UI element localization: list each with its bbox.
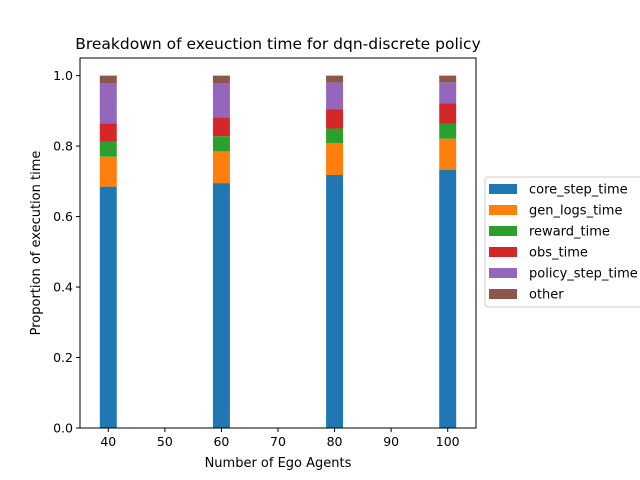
legend-swatch-gen_logs_time	[489, 205, 517, 215]
bar-policy_step_time-80	[326, 82, 344, 110]
y-tick-label: 0.0	[53, 421, 73, 436]
bar-reward_time-60	[212, 136, 230, 152]
bars-group	[99, 75, 457, 428]
bar-obs_time-100	[439, 103, 457, 124]
x-ticks: 40 50 60 70 80 90 100	[100, 428, 460, 449]
plot-frame	[79, 57, 477, 429]
legend-label-core_step_time: core_step_time	[529, 183, 628, 198]
bar-core_step_time-40	[99, 186, 117, 428]
y-tick-label: 0.6	[53, 209, 73, 224]
x-tick-label: 70	[270, 434, 286, 449]
y-tick-label: 0.2	[53, 350, 73, 365]
bar-core_step_time-60	[212, 183, 230, 428]
y-tick-label: 0.4	[53, 280, 73, 295]
bar-obs_time-80	[326, 109, 344, 129]
bar-policy_step_time-40	[99, 83, 117, 124]
bar-core_step_time-100	[439, 169, 457, 428]
bar-gen_logs_time-40	[99, 156, 117, 187]
x-axis-label: Number of Ego Agents	[205, 456, 352, 471]
y-tick-label: 0.8	[53, 139, 73, 154]
legend-label-reward_time: reward_time	[529, 225, 610, 240]
x-tick-label: 60	[213, 434, 229, 449]
y-axis-label: Proportion of execution time	[29, 151, 44, 336]
bar-other-60	[212, 75, 230, 84]
bar-other-40	[99, 75, 117, 84]
y-ticks: 0.0 0.2 0.4 0.6 0.8 1.0	[53, 68, 80, 436]
y-tick-label: 1.0	[53, 68, 73, 83]
bar-other-100	[439, 75, 457, 83]
bar-core_step_time-80	[326, 174, 344, 428]
bar-gen_logs_time-80	[326, 143, 344, 175]
bar-reward_time-80	[326, 128, 344, 144]
bar-gen_logs_time-100	[439, 138, 457, 170]
bar-policy_step_time-100	[439, 82, 457, 104]
legend-swatch-policy_step_time	[489, 268, 517, 278]
legend-swatch-other	[489, 289, 517, 299]
bar-gen_logs_time-60	[212, 151, 230, 184]
legend-label-other: other	[529, 288, 564, 303]
chart-title: Breakdown of exeuction time for dqn-disc…	[75, 35, 481, 53]
legend-swatch-reward_time	[489, 226, 517, 236]
legend-swatch-core_step_time	[489, 184, 517, 194]
bar-reward_time-100	[439, 123, 457, 139]
legend-swatch-obs_time	[489, 247, 517, 257]
legend-label-policy_step_time: policy_step_time	[529, 267, 638, 282]
bar-obs_time-60	[212, 117, 230, 137]
x-tick-label: 40	[100, 434, 116, 449]
legend: core_step_time gen_logs_time reward_timeob…	[484, 176, 640, 308]
x-tick-label: 50	[157, 434, 173, 449]
legend-label-gen_logs_time: gen_logs_time	[529, 204, 622, 219]
legend-label-obs_time: obs_time	[529, 246, 588, 261]
bar-reward_time-40	[99, 141, 117, 157]
legend-frame	[484, 176, 640, 308]
bar-policy_step_time-60	[212, 83, 230, 118]
bar-other-80	[326, 75, 344, 83]
x-tick-label: 80	[327, 434, 343, 449]
x-tick-label: 90	[383, 434, 399, 449]
bar-obs_time-40	[99, 123, 117, 142]
x-tick-label: 100	[436, 434, 460, 449]
